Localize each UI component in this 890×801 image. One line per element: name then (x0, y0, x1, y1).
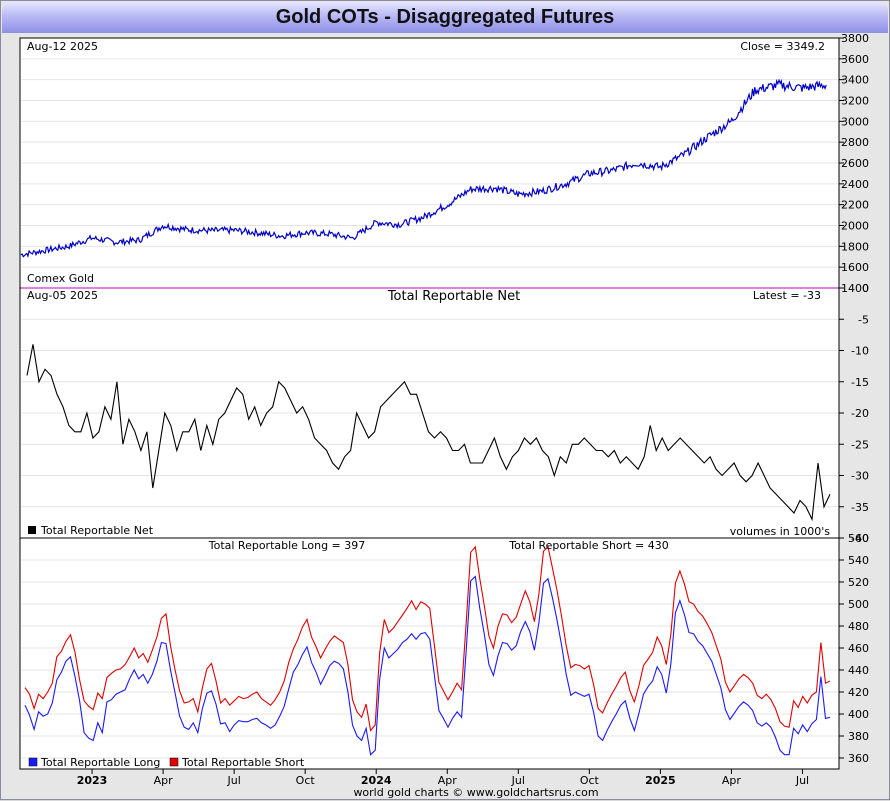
net-y-axis: 0 -5 -10 -15 -20 -25 -30 -35 -40 (839, 282, 869, 545)
net-tick-label: -5 (858, 313, 869, 326)
net-series-line (26, 344, 831, 522)
short-legend-swatch (169, 757, 179, 767)
long-short-tick-label: 560 (848, 532, 869, 545)
net-tick-label: -35 (851, 501, 869, 514)
x-tick-label: Apr (722, 774, 742, 787)
gold-price-line (20, 78, 827, 258)
price-tick-label: 3600 (841, 53, 869, 66)
price-tick-label: 3200 (841, 95, 869, 108)
long-short-tick-label: 360 (848, 752, 869, 765)
footer-credit: world gold charts © www.goldchartsrus.co… (353, 786, 598, 799)
x-tick-label: 2025 (645, 774, 676, 787)
net-tick-label: -25 (851, 438, 869, 451)
net-legend-swatch (28, 526, 36, 534)
price-tick-label: 2600 (841, 157, 869, 170)
net-legend-label: Total Reportable Net (40, 524, 154, 537)
x-tick-label: Jul (795, 774, 809, 787)
price-tick-label: 2200 (841, 199, 869, 212)
price-tick-label: 3800 (841, 32, 869, 45)
price-tick-label: 2400 (841, 178, 869, 191)
long-short-tick-label: 520 (848, 576, 869, 589)
price-tick-label: 2800 (841, 136, 869, 149)
price-tick-label: 1400 (841, 282, 869, 295)
short-series-line (24, 545, 831, 732)
price-tick-label: 3000 (841, 115, 869, 128)
long-short-tick-label: 380 (848, 730, 869, 743)
chart-title: Gold COTs - Disaggregated Futures (275, 6, 615, 28)
price-gridlines (21, 58, 838, 268)
price-panel: 1400 1600 1800 2000 2200 2400 2600 2800 3000 3200… (19, 32, 869, 295)
long-short-tick-label: 400 (848, 708, 869, 721)
x-tick-label: Apr (438, 774, 458, 787)
long-short-y-axis: 360 380 400 420 440 460 480 500 520 540 560 (839, 532, 869, 765)
short-legend-label: Total Reportable Short (181, 756, 305, 769)
long-short-tick-label: 460 (848, 642, 869, 655)
price-y-axis: 1400 1600 1800 2000 2200 2400 2600 2800 3000 3200… (839, 32, 869, 295)
price-tick-label: 1600 (841, 261, 869, 274)
net-tick-label: 0 (862, 282, 869, 295)
long-short-panel: 360 380 400 420 440 460 480 500 520 540 560 Total … (19, 532, 869, 787)
price-tick-label: 2000 (841, 220, 869, 233)
long-total-label: Total Reportable Long = 397 (208, 539, 366, 552)
net-panel: 0 -5 -10 -15 -20 -25 -30 -35 -40 Aug-05 2025 Tot… (19, 282, 869, 545)
x-tick-label: Apr (154, 774, 174, 787)
price-tick-label: 3400 (841, 74, 869, 87)
long-short-tick-label: 540 (848, 554, 869, 567)
long-short-tick-label: 420 (848, 686, 869, 699)
x-tick-label: Jul (226, 774, 240, 787)
long-short-plot-area (19, 537, 840, 770)
net-panel-title: Total Reportable Net (387, 289, 520, 304)
x-tick-label: Oct (580, 774, 600, 787)
x-axis: 2023 Apr Jul Oct 2024 Apr Jul Oct 2025 Apr Jul (77, 769, 809, 787)
net-tick-label: -40 (851, 532, 869, 545)
x-tick-label: 2024 (361, 774, 392, 787)
net-tick-label: -15 (851, 376, 869, 389)
long-series-line (24, 575, 831, 756)
price-date-label: Aug-12 2025 (27, 40, 98, 53)
long-short-tick-label: 500 (848, 598, 869, 611)
short-total-label: Total Reportable Short = 430 (508, 539, 668, 552)
price-series-label: Comex Gold (27, 272, 94, 285)
net-gridlines (21, 318, 838, 508)
price-tick-label: 1800 (841, 240, 869, 253)
x-tick-label: Oct (296, 774, 316, 787)
net-tick-label: -20 (851, 407, 869, 420)
long-short-gridlines (21, 559, 838, 759)
long-short-tick-label: 440 (848, 664, 869, 677)
net-tick-label: -10 (851, 345, 869, 358)
x-tick-label: Jul (511, 774, 525, 787)
long-legend-label: Total Reportable Long (40, 756, 160, 769)
x-tick-label: 2023 (77, 774, 108, 787)
long-legend-swatch (28, 757, 38, 767)
net-tick-label: -30 (851, 470, 869, 483)
volumes-note: volumes in 1000's (730, 525, 831, 538)
title-bar: Gold COTs - Disaggregated Futures (2, 2, 888, 33)
net-latest-label: Latest = -33 (753, 289, 821, 302)
price-close-label: Close = 3349.2 (740, 40, 825, 53)
net-date-label: Aug-05 2025 (27, 289, 98, 302)
long-short-tick-label: 480 (848, 620, 869, 633)
